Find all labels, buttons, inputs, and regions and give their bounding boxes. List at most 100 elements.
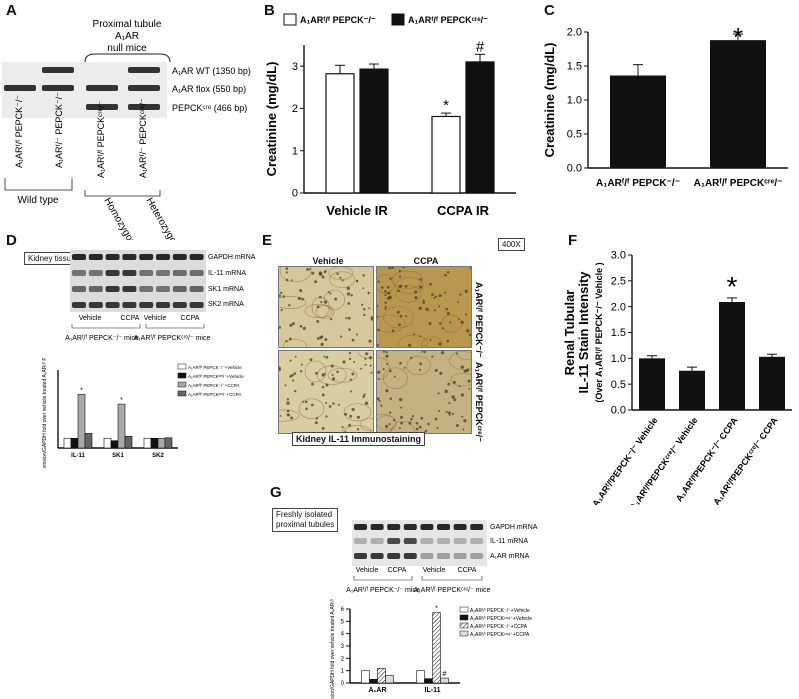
nucleus-dot [327, 291, 330, 294]
gel-d-band [105, 302, 120, 308]
nucleus-dot [337, 403, 340, 406]
nucleus-dot [441, 327, 444, 330]
nucleus-dot [453, 398, 457, 402]
nucleus-dot [469, 333, 471, 337]
chart-g-legend-label: A₁ARᶠ/ᶠ PEPCK⁻/⁻+Vehicle [470, 608, 530, 614]
nucleus-dot [356, 333, 359, 336]
nucleus-dot [364, 363, 367, 366]
gel-g-band [387, 553, 401, 559]
nucleus-dot [315, 371, 318, 375]
panel-g-label: G [270, 484, 282, 501]
nucleus-dot [287, 409, 290, 413]
nucleus-dot [429, 339, 432, 342]
gel-g-band [453, 553, 467, 559]
tubule-outline [359, 417, 373, 431]
gel-d-band [139, 254, 154, 260]
nucleus-dot [378, 399, 381, 402]
nucleus-dot [363, 313, 366, 317]
nucleus-dot [389, 369, 392, 373]
nucleus-dot [469, 267, 471, 270]
nucleus-dot [468, 387, 471, 390]
chart-d-bar [84, 433, 93, 449]
chart-d-bar [103, 437, 112, 449]
chart-g-legend-swatch [459, 606, 469, 613]
lane-label-2: A₁ARᶠ/⁻ PEPCK⁻/⁻ [54, 92, 64, 168]
nucleus-dot [462, 428, 465, 431]
gel-g-band [387, 524, 401, 530]
nucleus-dot [411, 414, 415, 418]
nucleus-dot [384, 307, 387, 310]
nucleus-dot [455, 424, 459, 428]
tubule-outline [377, 415, 397, 431]
panel-b-label: B [264, 2, 275, 19]
chart-g-x-label: A₁AR [368, 687, 386, 694]
nucleus-dot [344, 412, 348, 416]
chart-g-y-tick-label: 6 [341, 607, 345, 613]
row-label-cre: A₁ARᶠ/ᶠ PEPCKᶜʳᵉ/⁻ [474, 362, 484, 442]
chart-c-y-tick-label: 1.5 [567, 61, 582, 73]
nucleus-dot [348, 351, 352, 355]
nucleus-dot [320, 301, 323, 304]
row-label-ko: A₁ARᶠ/ᶠ PEPCK⁻/⁻ [474, 282, 484, 358]
gel-g-band [403, 538, 417, 544]
nucleus-dot [349, 414, 353, 418]
nucleus-dot [336, 272, 339, 276]
nucleus-dot [316, 320, 320, 323]
micrograph-background [279, 267, 373, 347]
chart-f-annotation: * [727, 271, 738, 302]
nucleus-dot [405, 315, 408, 318]
gel-g-band [354, 538, 367, 544]
nucleus-dot [321, 426, 325, 430]
nucleus-dot [384, 301, 387, 304]
d-band-gapdh: GAPDH mRNA [208, 254, 256, 261]
nucleus-dot [419, 278, 422, 281]
nucleus-dot [408, 343, 412, 347]
nucleus-dot [289, 323, 293, 327]
gel-d-band [172, 302, 187, 308]
nucleus-dot [448, 402, 451, 405]
micrograph-background [377, 267, 471, 347]
nucleus-dot [398, 275, 402, 278]
nucleus-dot [433, 296, 436, 299]
nucleus-dot [293, 389, 297, 393]
nucleus-dot [391, 329, 395, 333]
nucleus-dot [393, 375, 396, 378]
gel-d-band [122, 254, 137, 260]
nucleus-dot [285, 267, 289, 271]
nucleus-dot [280, 291, 283, 295]
gel-d-band [189, 254, 204, 260]
nucleus-dot [286, 401, 290, 405]
nucleus-dot [459, 293, 462, 296]
gel-d-band [72, 286, 86, 292]
chart-b-legend-swatch [391, 13, 405, 26]
nucleus-dot [431, 355, 434, 358]
nucleus-dot [279, 294, 282, 298]
gel-d-band [72, 254, 86, 260]
gel-d-band [189, 286, 204, 292]
chart-d-legend-label: A₁ARᶠ/ᶠ PEPCKᶜʳᵉ/⁻+CCPA [188, 392, 241, 397]
nucleus-dot [346, 286, 350, 291]
nucleus-dot [439, 371, 443, 375]
nucleus-dot [385, 424, 389, 429]
chart-f-bar [759, 356, 785, 410]
nucleus-dot [419, 335, 422, 338]
nucleus-dot [435, 295, 438, 298]
nucleus-dot [351, 338, 355, 342]
nucleus-dot [438, 342, 442, 346]
gel-g-band [354, 553, 367, 559]
gel-d-band [105, 254, 120, 260]
tubule-outline [421, 336, 443, 347]
chart-b-y-tick-label: 3 [292, 61, 298, 73]
chart-c-y-tick-label: 0.5 [567, 129, 582, 141]
chart-d-bar [70, 437, 79, 449]
nucleus-dot [325, 415, 328, 418]
chart-b-y-tick-label: 0 [292, 188, 298, 200]
nucleus-dot [344, 430, 347, 433]
gel-g-band [354, 524, 367, 530]
nucleus-dot [404, 285, 408, 288]
col-ccpa: CCPA [413, 256, 439, 266]
chart-d-bar [117, 403, 126, 449]
chart-d-bar [110, 440, 119, 449]
chart-g-legend-label: A₁ARᶠ/ᶠ PEPCKᶜʳᵉ/⁻+Vehicle [470, 616, 532, 622]
chart-f-y-tick-label: 1.0 [611, 353, 626, 365]
